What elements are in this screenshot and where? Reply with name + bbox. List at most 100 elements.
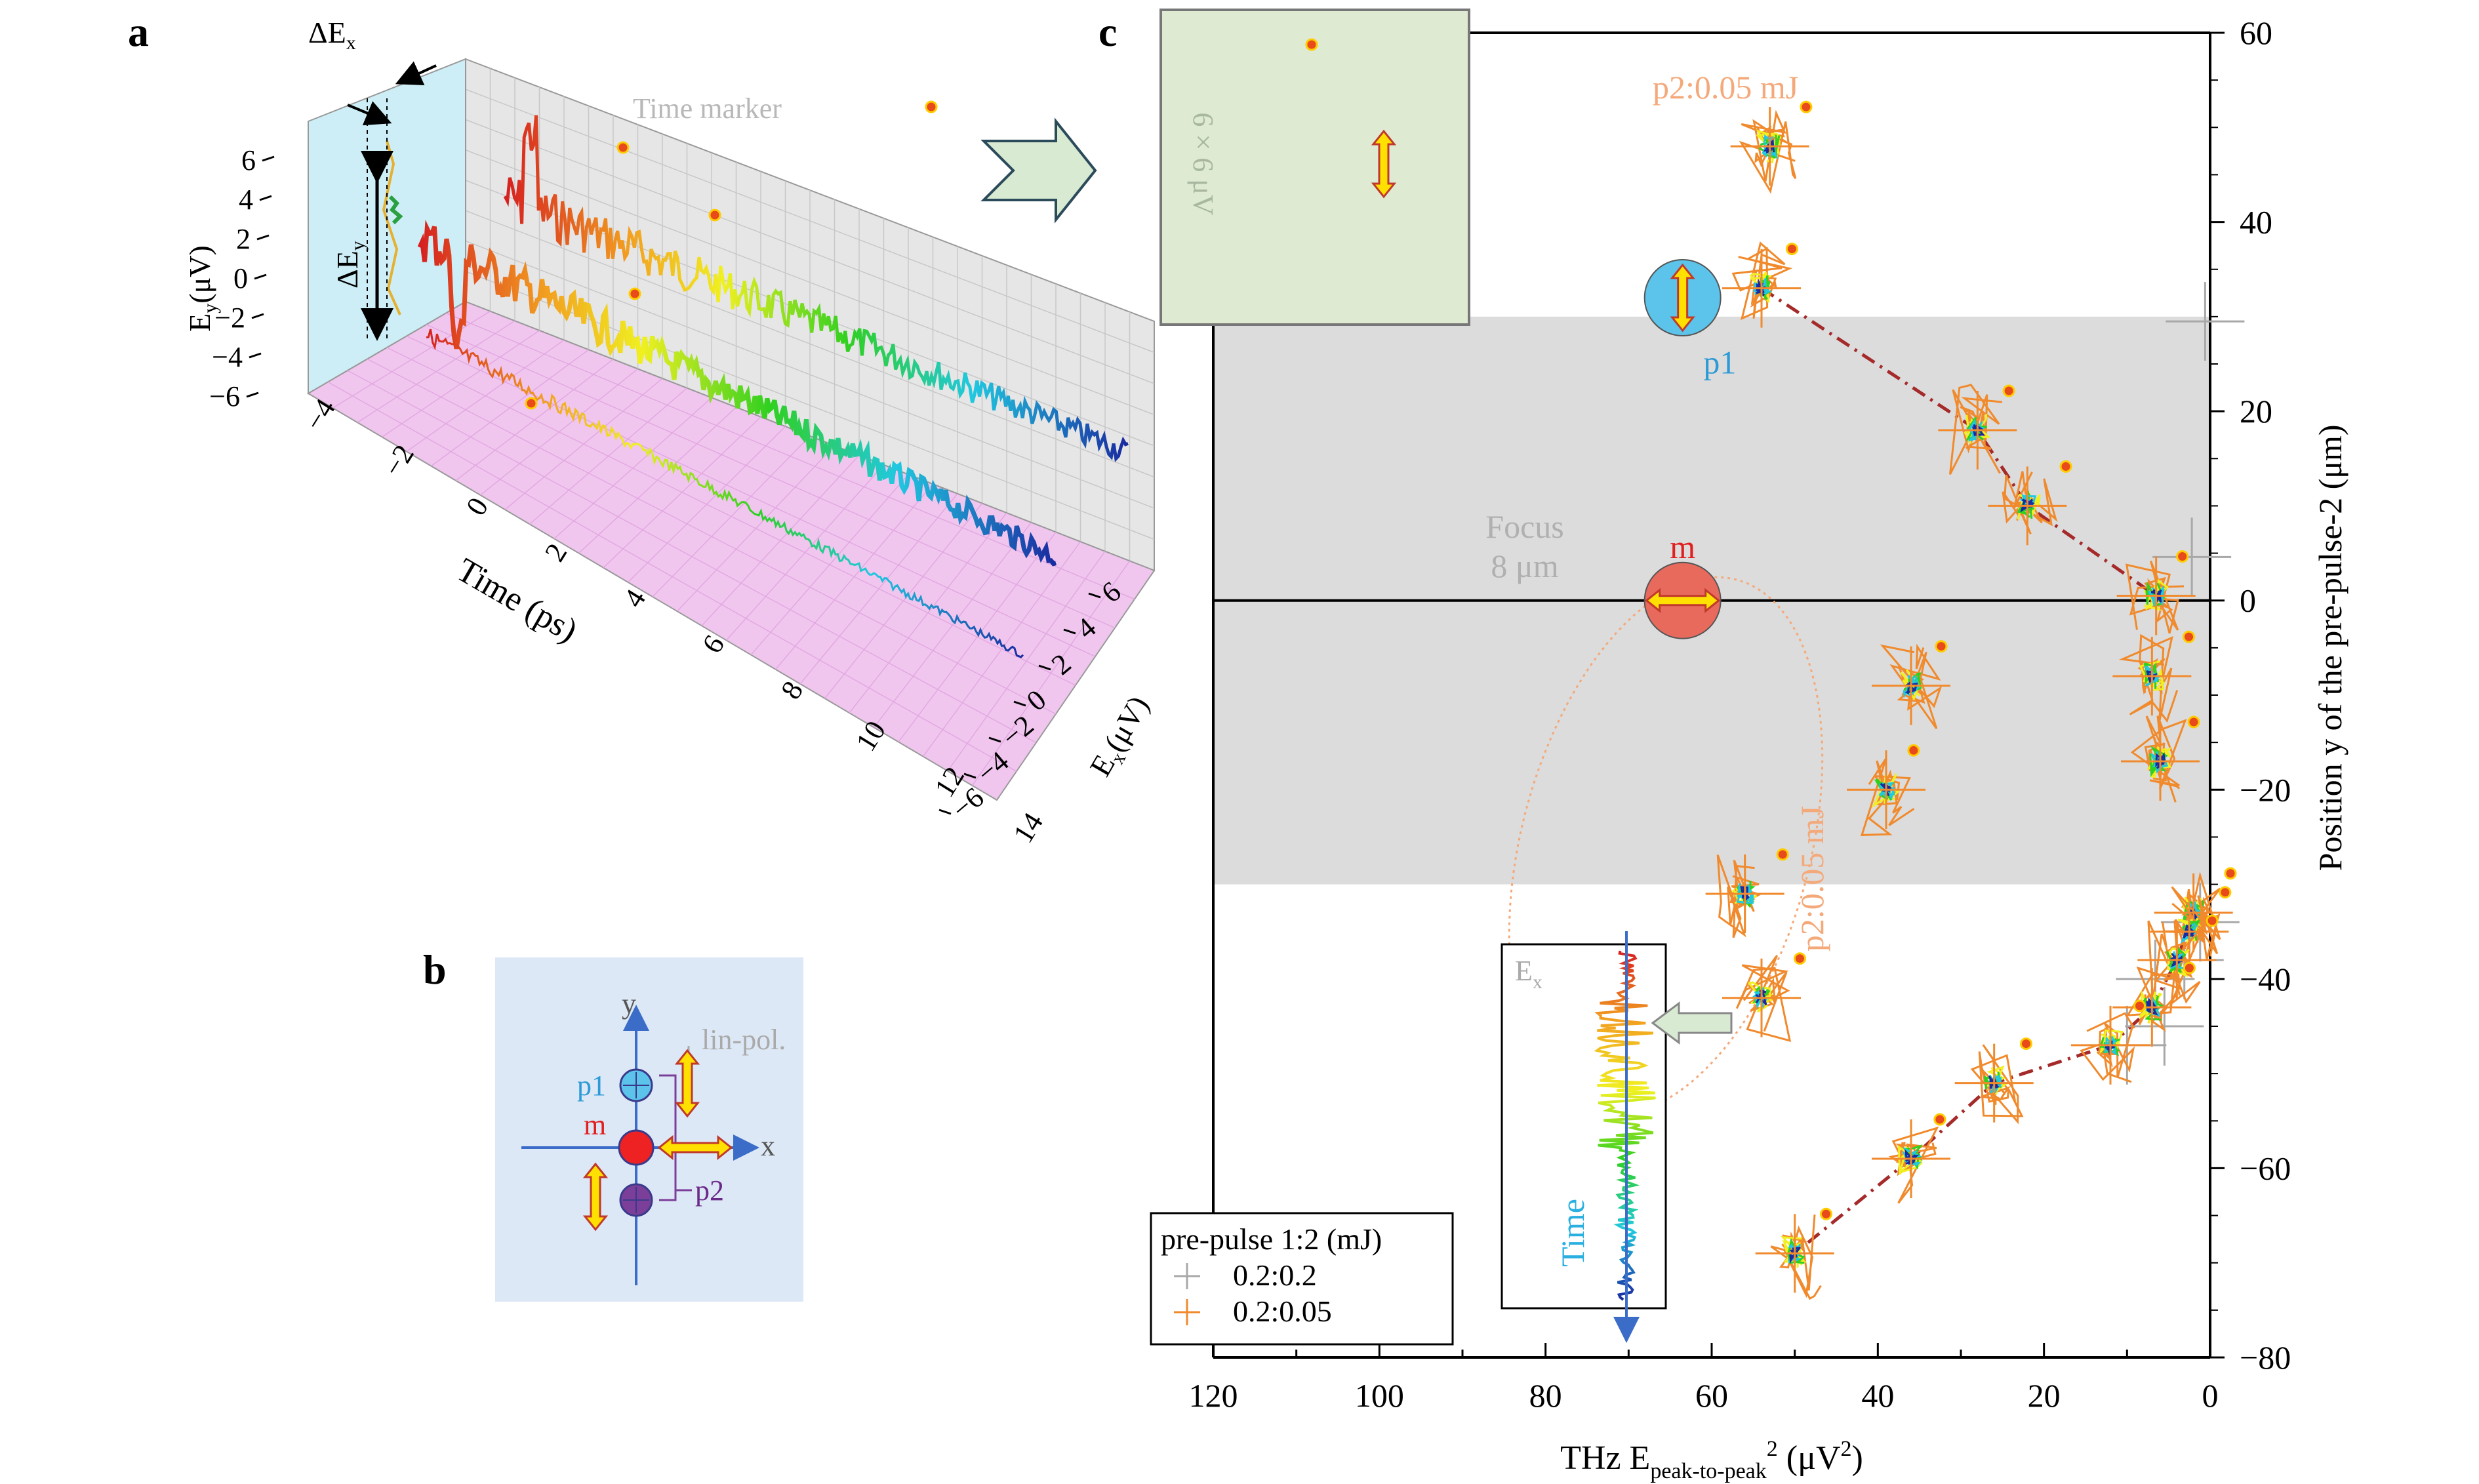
x-axis-label-part: 2 <box>1841 1437 1852 1461</box>
ey-axis-ticks: 6 4 2 0 −2 −4 −6 <box>209 144 275 412</box>
back-grid-line <box>465 210 1155 478</box>
time-marker-label: Time marker <box>633 92 782 125</box>
ey-tick <box>262 155 275 162</box>
ex-tick <box>1063 628 1076 635</box>
y-tick-label: −20 <box>2240 771 2291 808</box>
floor-trace <box>426 329 1024 658</box>
ey-tick <box>259 195 272 201</box>
data-time-marker <box>2224 867 2237 880</box>
floor-grid-line <box>347 370 1037 744</box>
b-p1-label: p1 <box>577 1070 606 1102</box>
x-axis-label-part: ) <box>1852 1439 1863 1477</box>
p2-label-rotated: p2:0.05 mJ <box>1794 806 1830 952</box>
data-time-marker <box>1793 952 1806 965</box>
panel-c: c 120 100 80 60 40 20 0 60 40 20 0 −20 −40 −60 −80 THz … <box>1098 9 2348 1483</box>
data-time-marker <box>1907 744 1920 757</box>
ex-time-trace <box>1594 950 1656 1301</box>
data-time-marker <box>2002 384 2015 397</box>
cluster-path <box>1880 643 1943 729</box>
panel-label-c: c <box>1098 9 1117 55</box>
y-tick-label: 60 <box>2240 14 2272 51</box>
y-tick-label: 40 <box>2240 204 2272 241</box>
data-cluster <box>1735 955 1792 1042</box>
b-x-axis-label: x <box>761 1130 775 1162</box>
x-tick-label: 60 <box>1695 1377 1728 1414</box>
ey-axis-label: Ey(μV) <box>183 245 221 332</box>
floor <box>307 300 1156 801</box>
ex-tick <box>963 772 977 779</box>
cluster-path <box>1739 110 1797 194</box>
floor-grid <box>327 311 1135 786</box>
cluster-path <box>1754 125 1785 167</box>
y-axis-label: Position y of the pre-pulse-2 (μm) <box>2312 424 2348 871</box>
data-time-marker <box>1935 640 1948 653</box>
y-tick-label: −40 <box>2240 961 2291 997</box>
cluster-path <box>1905 1149 1920 1165</box>
ey-tick <box>249 352 262 359</box>
m-pol-arrow <box>1645 588 1721 613</box>
cluster-path <box>1897 1145 1923 1175</box>
cluster-path <box>1972 424 1985 437</box>
panel-label-b: b <box>423 946 447 993</box>
time-marker-star <box>525 397 538 410</box>
y-tick-label: 20 <box>2240 393 2272 430</box>
cluster-path <box>2150 589 2162 603</box>
data-time-marker <box>2206 914 2219 927</box>
floor-grid-line <box>367 358 1057 715</box>
data-time-marker <box>1785 243 1798 256</box>
cluster-path <box>2125 560 2185 634</box>
ex-tick <box>1088 592 1101 599</box>
x-tick-label: 40 <box>1861 1377 1894 1414</box>
y-tick-label: −60 <box>2240 1150 2291 1186</box>
x-axis-label-part: (μV <box>1778 1439 1841 1477</box>
back-wall-trace <box>503 115 1129 462</box>
floor-grid-line <box>386 347 1076 686</box>
inset-scale-label: 6 × 6 μV <box>1187 112 1219 215</box>
data-cluster <box>2125 560 2185 634</box>
cluster-path <box>1860 758 1915 836</box>
ex-link-arrow <box>1651 1001 1733 1045</box>
back-grid-line <box>465 240 1155 509</box>
cluster-path <box>2139 660 2166 691</box>
x-tick-label: 20 <box>2028 1377 2061 1414</box>
p1-pol-arrow <box>1670 263 1695 332</box>
legend-entry: 0.2:0.05 <box>1233 1294 1332 1328</box>
x-axis-label-part: peak-to-peak <box>1650 1459 1766 1483</box>
data-time-marker <box>1776 848 1789 861</box>
cluster-path <box>1965 411 1992 450</box>
data-time-marker <box>1933 1113 1946 1126</box>
panel-label-a: a <box>128 9 149 55</box>
y-tick-label: −80 <box>2240 1339 2291 1376</box>
b-pol-arrow-p2 <box>582 1162 609 1232</box>
cluster-path <box>1905 681 1918 694</box>
back-grid-line <box>465 150 1155 416</box>
inset-box <box>1159 9 1470 326</box>
ey-tick-label: 6 <box>241 144 256 176</box>
ex-tick <box>1038 664 1051 671</box>
data-cluster <box>1949 384 2002 475</box>
ey-tick <box>254 273 267 280</box>
ex-trace-label-sub: x <box>1533 971 1542 993</box>
legend-title: pre-pulse 1:2 (mJ) <box>1161 1222 1382 1256</box>
ey-tick <box>256 234 270 241</box>
data-time-marker <box>2176 550 2189 563</box>
cluster-path <box>2148 584 2166 607</box>
time-marker-star <box>616 141 630 154</box>
inset-pol-arrow <box>1371 129 1397 199</box>
b-m-label: m <box>584 1109 606 1141</box>
data-time-marker <box>2187 715 2200 729</box>
data-time-marker <box>2059 460 2072 473</box>
cluster-path <box>1752 986 1771 1006</box>
ex-axis-label: Ex(μV) <box>1083 690 1159 784</box>
data-time-marker <box>2133 999 2146 1013</box>
ey-tick <box>251 313 264 319</box>
legend-box <box>1150 1212 1454 1346</box>
cluster-path <box>1980 1066 2011 1103</box>
time-marker-stars <box>525 141 721 410</box>
panel-b: b y x p1 m p2 lin-pol. <box>423 946 803 1302</box>
floor-grid-line <box>327 381 1017 772</box>
data-time-marker <box>2219 886 2232 899</box>
data-time-marker <box>2183 961 2196 974</box>
data-cluster <box>2080 1012 2135 1083</box>
